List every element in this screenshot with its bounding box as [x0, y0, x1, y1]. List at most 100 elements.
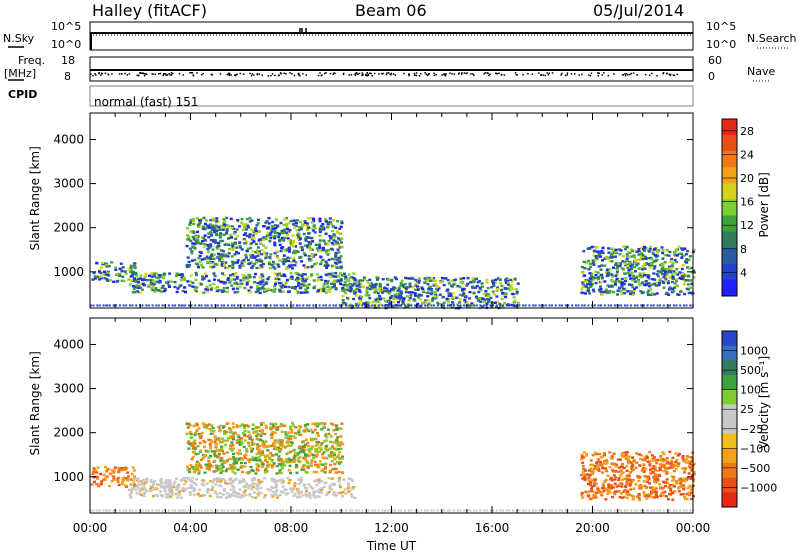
echo-cell — [368, 278, 372, 282]
echo-cell — [127, 488, 131, 492]
echo-cell — [254, 242, 258, 246]
echo-cell — [615, 277, 619, 281]
echo-cell — [151, 494, 155, 498]
echo-cell — [442, 283, 446, 287]
echo-cell — [121, 476, 125, 479]
ground-cell — [216, 304, 219, 307]
echo-cell — [617, 477, 621, 480]
echo-cell — [653, 478, 657, 481]
echo-cell — [229, 481, 233, 485]
echo-cell — [308, 496, 312, 499]
echo-cell — [477, 299, 481, 302]
echo-cell — [687, 274, 691, 278]
echo-cell — [253, 262, 257, 265]
echo-cell — [393, 286, 397, 290]
echo-cell — [186, 465, 190, 468]
echo-cell — [100, 480, 104, 483]
ground-cell — [646, 509, 649, 512]
echo-cell — [252, 230, 256, 234]
echo-cell — [256, 433, 260, 436]
echo-cell — [655, 259, 659, 262]
echo-cell — [675, 278, 679, 281]
echo-cell — [282, 223, 286, 227]
echo-cell — [317, 479, 321, 483]
echo-cell — [258, 266, 262, 269]
ground-cell — [534, 509, 537, 512]
echo-cell — [301, 223, 305, 226]
echo-cell — [208, 444, 212, 448]
echo-cell — [150, 271, 154, 275]
echo-cell — [270, 434, 274, 438]
ground-cell — [263, 304, 266, 307]
echo-cell — [648, 462, 652, 466]
echo-cell — [299, 227, 303, 231]
echo-cell — [273, 284, 277, 288]
ground-cell — [475, 509, 478, 512]
echo-cell — [303, 425, 307, 428]
echo-cell — [332, 234, 336, 237]
ground-cell — [96, 509, 99, 512]
echo-cell — [154, 493, 158, 497]
echo-cell — [192, 446, 196, 449]
echo-cell — [477, 290, 481, 294]
echo-cell — [256, 289, 260, 293]
echo-cell — [193, 242, 197, 246]
echo-cell — [670, 460, 674, 464]
echo-cell — [314, 444, 318, 447]
echo-cell — [672, 270, 676, 273]
echo-cell — [648, 247, 652, 251]
nave-dot — [236, 73, 238, 76]
echo-cell — [326, 285, 330, 288]
echo-cell — [189, 274, 193, 277]
echo-cell — [318, 234, 322, 237]
echo-cell — [265, 220, 269, 223]
echo-cell — [316, 465, 320, 469]
echo-cell — [582, 456, 586, 459]
echo-cell — [688, 484, 692, 488]
echo-cell — [296, 250, 300, 254]
echo-cell — [197, 432, 201, 436]
ground-cell — [312, 509, 315, 512]
echo-cell — [661, 251, 665, 255]
ground-cell — [574, 304, 577, 307]
echo-cell — [604, 467, 608, 470]
echo-cell — [660, 492, 664, 495]
echo-cell — [606, 271, 610, 274]
nave-dot — [274, 74, 276, 77]
echo-cell — [606, 274, 610, 277]
nave-dot — [415, 74, 418, 77]
ground-cell — [600, 304, 603, 307]
echo-cell — [640, 246, 644, 250]
echo-cell — [470, 304, 474, 307]
echo-cell — [330, 455, 334, 458]
echo-cell — [668, 288, 672, 291]
echo-cell — [308, 450, 312, 454]
echo-cell — [315, 247, 319, 250]
ground-cell — [341, 509, 344, 512]
echo-cell — [270, 477, 274, 481]
echo-cell — [271, 424, 275, 427]
echo-cell — [103, 478, 107, 481]
echo-cell — [293, 484, 297, 488]
nave-dot — [361, 73, 364, 75]
ground-cell — [112, 509, 115, 512]
echo-cell — [289, 276, 293, 280]
echo-cell — [430, 276, 434, 280]
echo-cell — [218, 259, 222, 262]
echo-cell — [244, 453, 248, 456]
echo-cell — [159, 493, 163, 497]
echo-cell — [631, 468, 635, 472]
echo-cell — [631, 290, 635, 293]
echo-cell — [654, 459, 658, 462]
echo-cell — [594, 270, 598, 274]
echo-cell — [619, 458, 623, 461]
nave-dot — [489, 73, 491, 75]
ground-cell — [373, 509, 376, 512]
nave-label: Nave — [747, 65, 776, 78]
date-title: 05/Jul/2014 — [593, 1, 685, 20]
echo-cell — [238, 264, 242, 268]
echo-cell — [191, 235, 195, 239]
nave-dot — [98, 72, 101, 74]
echo-cell — [196, 463, 200, 467]
